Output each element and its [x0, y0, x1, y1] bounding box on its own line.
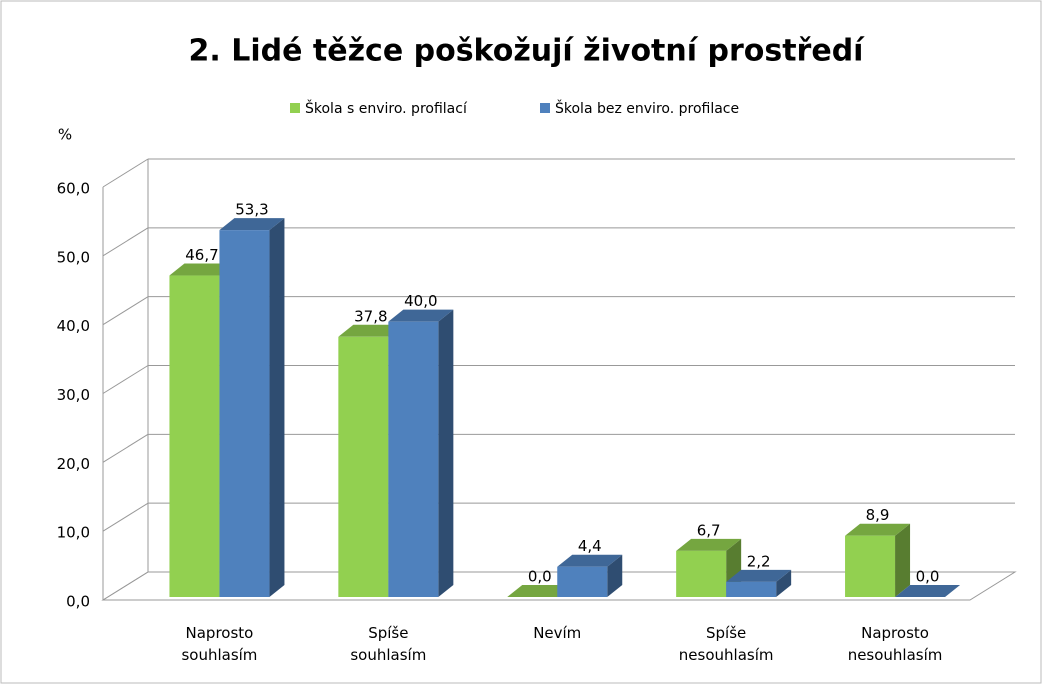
bar-top	[726, 569, 792, 582]
value-label: 0,0	[916, 568, 940, 586]
bar	[676, 550, 727, 597]
y-axis-label: %	[58, 126, 72, 144]
value-label: 40,0	[404, 292, 437, 310]
value-label: 37,8	[354, 307, 387, 325]
bar-side	[269, 218, 285, 597]
bar-side	[776, 569, 792, 597]
bar-top	[219, 218, 285, 231]
value-label: 46,7	[185, 246, 218, 264]
legend-swatch	[540, 103, 550, 113]
chart-title: 2. Lidé těžce poškožují životní prostřed…	[189, 34, 866, 69]
legend-label: Škola s enviro. profilací	[305, 99, 468, 117]
bar-top	[388, 309, 454, 322]
y-tick-label: 20,0	[57, 455, 90, 473]
y-tick-label: 10,0	[57, 524, 90, 542]
bar-top	[169, 263, 235, 276]
bar-top	[845, 523, 911, 536]
side-grid-line	[102, 502, 149, 532]
side-grid-line	[102, 227, 149, 257]
side-grid-line	[102, 365, 149, 394]
side-grid-line	[102, 296, 149, 326]
y-tick-label: 40,0	[57, 317, 90, 335]
y-tick-label: 0,0	[66, 593, 90, 611]
bar-top	[507, 585, 573, 597]
bar-top	[895, 585, 961, 597]
value-label: 2,2	[747, 552, 771, 570]
side-grid-line	[102, 433, 149, 463]
x-tick-label: Nevím	[533, 624, 582, 642]
side-grid-line	[102, 571, 149, 601]
bar	[219, 230, 270, 597]
bar	[338, 336, 389, 597]
x-tick-label: Naprosto souhlasím	[181, 624, 258, 664]
bar	[388, 321, 439, 597]
y-tick-label: 30,0	[57, 386, 90, 404]
bar-side	[607, 554, 623, 597]
bar-side	[438, 309, 454, 597]
bar	[169, 275, 220, 597]
legend-swatch	[290, 103, 300, 113]
bar	[557, 566, 608, 597]
bar-top	[338, 324, 404, 337]
legend-label: Škola bez enviro. profilace	[555, 99, 739, 117]
value-label: 6,7	[697, 521, 721, 539]
y-tick-label: 60,0	[57, 180, 90, 198]
y-tick-label: 50,0	[57, 248, 90, 266]
x-tick-label: Naprosto nesouhlasím	[847, 624, 943, 664]
side-grid-line	[102, 158, 149, 188]
bar	[726, 581, 777, 597]
bar	[845, 535, 896, 597]
x-tick-label: Spíše nesouhlasím	[678, 624, 774, 664]
value-label: 4,4	[578, 537, 602, 555]
value-label: 53,3	[235, 201, 268, 219]
bar-side	[895, 523, 911, 597]
bar-top	[676, 538, 742, 551]
bar-top	[557, 554, 623, 567]
x-tick-label: Spíše souhlasím	[350, 624, 427, 664]
value-label: 0,0	[528, 568, 552, 586]
value-label: 8,9	[866, 506, 890, 524]
